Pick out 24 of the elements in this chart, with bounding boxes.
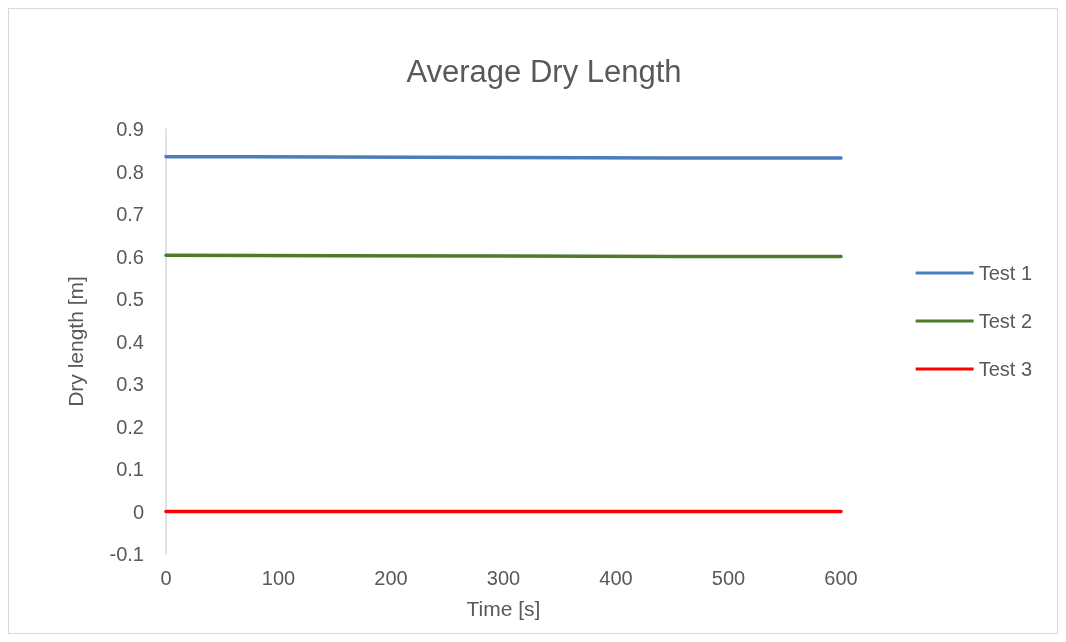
legend-label: Test 3 — [978, 358, 1032, 380]
y-axis-title: Dry length [m] — [64, 276, 87, 407]
x-tick-label: 600 — [824, 567, 858, 589]
y-tick-label: 0.1 — [116, 458, 144, 480]
x-tick-label: 200 — [374, 567, 408, 589]
x-tick-label: 300 — [486, 567, 521, 589]
y-tick-label: 0.6 — [116, 245, 144, 268]
y-tick-label: 0.4 — [116, 330, 144, 353]
y-tick-label: 0.9 — [116, 118, 144, 140]
legend-label: Test 2 — [978, 310, 1032, 332]
x-axis-title: Time [s] — [466, 597, 541, 620]
x-tick-label: 400 — [599, 567, 633, 589]
y-tick-label: 0.3 — [116, 373, 144, 395]
x-tick-label: 0 — [160, 567, 172, 589]
y-tick-label: 0.5 — [116, 288, 144, 310]
y-tick-label: 0.2 — [116, 415, 144, 438]
x-tick-label: 500 — [711, 567, 746, 589]
x-tick-label: 100 — [261, 567, 296, 589]
y-tick-label: 0.8 — [116, 160, 144, 183]
y-tick-label: 0 — [132, 500, 144, 523]
chart-title: Average Dry Length — [406, 54, 682, 89]
y-tick-label: 0.7 — [116, 203, 144, 225]
legend-label: Test 1 — [978, 262, 1032, 284]
y-tick-label: -0.1 — [109, 543, 144, 565]
